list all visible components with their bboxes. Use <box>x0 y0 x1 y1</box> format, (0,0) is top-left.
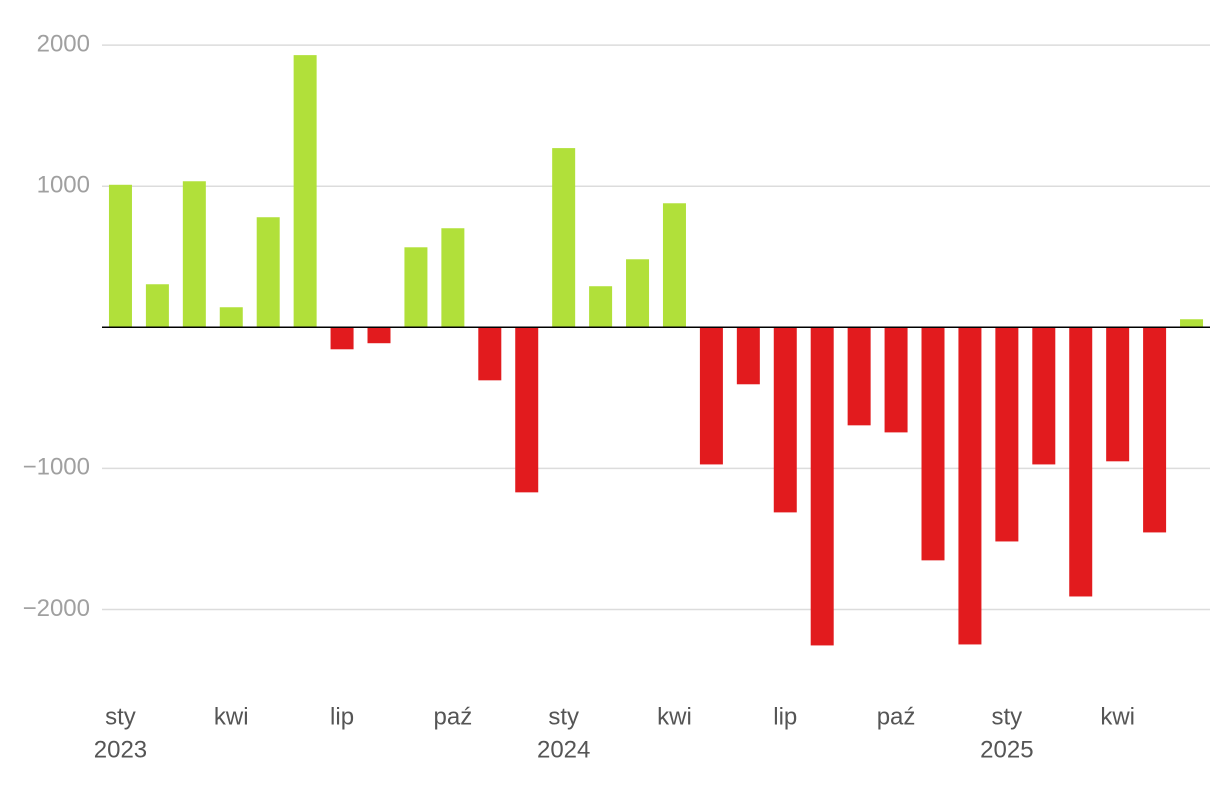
bar <box>921 327 945 561</box>
bar <box>736 327 760 385</box>
x-tick-label: kwi <box>214 703 249 730</box>
bar <box>699 327 723 465</box>
bar <box>293 55 317 328</box>
bar <box>810 327 834 646</box>
bar <box>478 327 502 381</box>
x-tick-label: paź <box>877 703 916 730</box>
bar <box>108 184 132 328</box>
bar <box>1180 319 1204 328</box>
bar <box>1069 327 1093 597</box>
x-tick-label: lip <box>330 703 354 730</box>
bar <box>145 284 169 328</box>
bar <box>773 327 797 513</box>
x-tick-label: sty <box>548 703 579 730</box>
bar <box>182 181 206 328</box>
bar <box>256 217 280 328</box>
y-tick-label: 2000 <box>37 30 90 57</box>
x-tick-label: paź <box>434 703 473 730</box>
bar <box>662 203 686 328</box>
bar <box>1032 327 1056 465</box>
x-year-label: 2024 <box>537 736 590 763</box>
bar <box>1143 327 1167 533</box>
bar <box>995 327 1019 542</box>
x-tick-label: kwi <box>657 703 692 730</box>
bar <box>589 286 613 328</box>
bar <box>515 327 539 493</box>
bar <box>367 327 391 344</box>
x-tick-label: kwi <box>1100 703 1135 730</box>
x-year-label: 2025 <box>980 736 1033 763</box>
bar <box>958 327 982 645</box>
x-tick-label: lip <box>773 703 797 730</box>
y-tick-label: 1000 <box>37 172 90 199</box>
y-tick-label: −2000 <box>23 595 90 622</box>
x-tick-label: sty <box>992 703 1023 730</box>
bar <box>1106 327 1130 462</box>
bar <box>626 259 650 328</box>
bar <box>552 148 576 328</box>
bar <box>441 228 465 328</box>
x-year-label: 2023 <box>94 736 147 763</box>
bar <box>219 307 243 328</box>
bar <box>404 247 428 328</box>
bar <box>330 327 354 350</box>
y-tick-label: −1000 <box>23 454 90 481</box>
bar <box>884 327 908 433</box>
bar <box>847 327 871 426</box>
x-tick-label: sty <box>105 703 136 730</box>
